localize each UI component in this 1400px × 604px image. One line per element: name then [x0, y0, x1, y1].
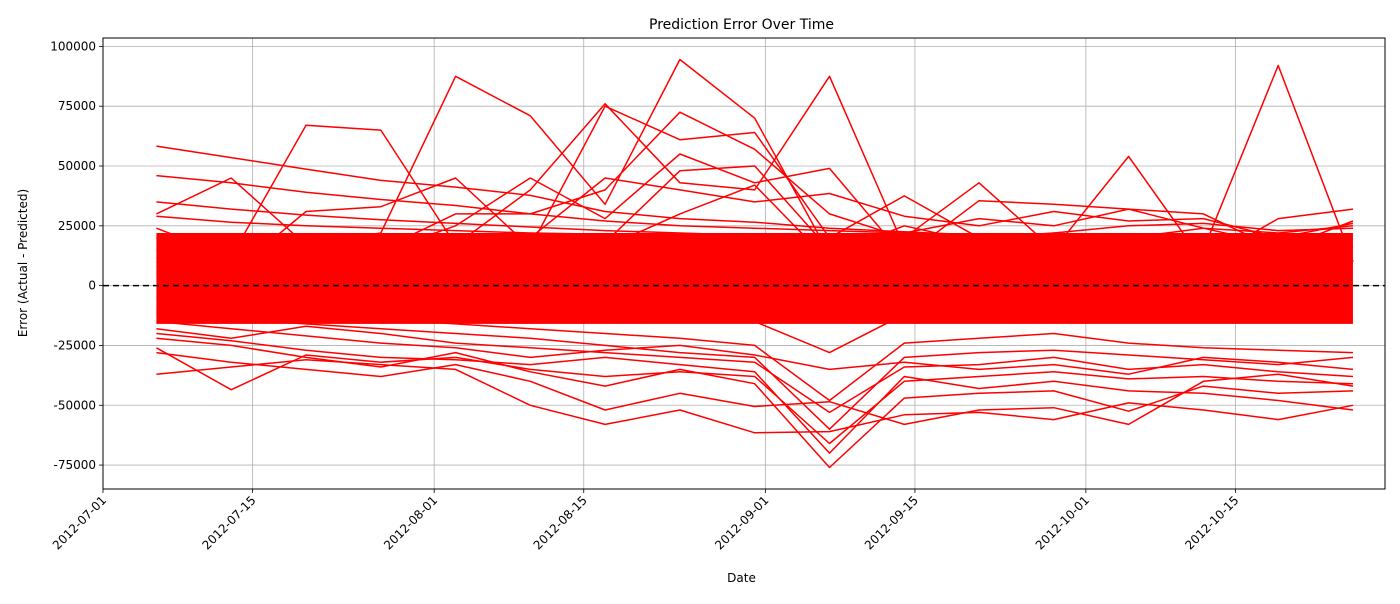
error-series-line: [156, 351, 1354, 426]
y-axis-ticks: -75000 -50000 -25000 0 25000 50000 75000 100000: [50, 39, 103, 472]
x-tick-label: 2012-07-15: [199, 493, 258, 552]
y-tick-label: 75000: [58, 99, 96, 113]
error-series-line: [156, 332, 1354, 454]
chart-title: Prediction Error Over Time: [649, 17, 834, 33]
error-series-line: [156, 184, 1354, 280]
x-axis-ticks: 2012-07-01 2012-07-15 2012-08-01 2012-08-15…: [50, 489, 1242, 552]
y-tick-label: -50000: [53, 398, 96, 412]
x-tick-label: 2012-08-01: [381, 493, 440, 552]
y-tick-label: 100000: [50, 39, 96, 53]
error-series-line: [156, 174, 1354, 240]
error-series-line: [156, 306, 1354, 402]
x-axis-label: Date: [727, 571, 756, 585]
error-series-line: [156, 75, 1354, 258]
error-series-line: [156, 111, 1354, 263]
x-tick-label: 2012-10-15: [1182, 493, 1241, 552]
error-series-line: [156, 165, 1354, 275]
error-series-line: [156, 292, 1354, 354]
x-tick-label: 2012-07-01: [50, 493, 109, 552]
error-series-line: [156, 337, 1354, 469]
y-tick-label: 0: [88, 279, 96, 293]
x-tick-label: 2012-09-01: [712, 493, 771, 552]
y-axis-label: Error (Actual - Predicted): [16, 189, 30, 337]
error-series-line: [156, 347, 1354, 445]
error-series-line: [156, 64, 1354, 275]
x-tick-label: 2012-10-01: [1033, 493, 1092, 552]
series-layer: [156, 58, 1354, 469]
y-tick-label: -25000: [53, 338, 96, 352]
x-tick-label: 2012-08-15: [531, 493, 590, 552]
error-series-line: [156, 325, 1354, 414]
x-tick-label: 2012-09-15: [862, 493, 921, 552]
error-series-line: [156, 145, 1354, 249]
error-series-line: [156, 177, 1354, 273]
error-series-line: [156, 359, 1354, 434]
dense-error-band: [156, 232, 1353, 324]
error-series-line: [156, 201, 1354, 249]
error-series-line: [156, 58, 1354, 256]
y-tick-label: 50000: [58, 159, 96, 173]
plot-frame: [102, 37, 1386, 490]
error-series-line: [156, 153, 1354, 268]
error-band-layer: [156, 232, 1353, 324]
error-series-line: [156, 308, 1354, 430]
y-tick-label: -75000: [53, 458, 96, 472]
y-tick-label: 25000: [58, 219, 96, 233]
error-series-line: [156, 320, 1354, 375]
